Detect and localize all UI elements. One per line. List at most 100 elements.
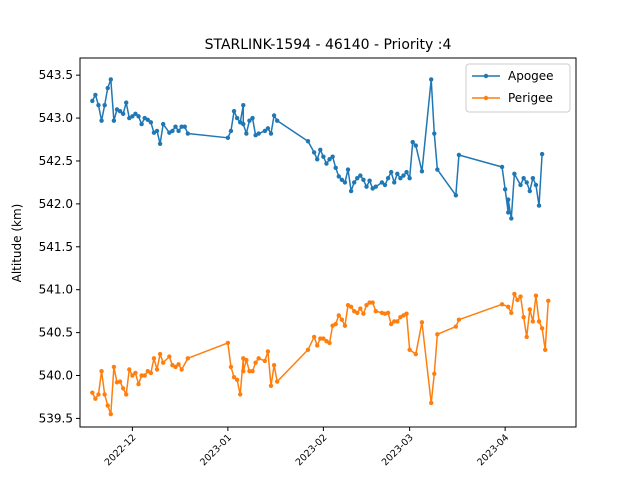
perigee-point (358, 306, 363, 311)
perigee-point (136, 381, 141, 387)
perigee-point (453, 324, 459, 329)
perigee-point (524, 334, 529, 340)
perigee-point (336, 313, 341, 318)
apogee-point (176, 128, 181, 134)
apogee-point (265, 126, 271, 131)
perigee-point (395, 319, 400, 324)
apogee-point (305, 139, 311, 144)
perigee-point (311, 334, 317, 340)
apogee-point (321, 154, 326, 159)
perigee-point (241, 369, 246, 374)
perigee-point (404, 311, 409, 316)
perigee-point (157, 351, 163, 357)
apogee-point (111, 118, 117, 123)
y-tick-label: 541.5 (39, 240, 73, 254)
perigee-point (521, 314, 526, 320)
perigee-point (530, 319, 536, 324)
apogee-point (250, 115, 255, 121)
perigee-point (342, 323, 348, 328)
apogee-point (130, 114, 135, 119)
apogee-point (336, 174, 341, 179)
perigee-point (327, 340, 332, 346)
perigee-point (133, 370, 138, 376)
perigee-point (234, 377, 240, 382)
apogee-point (145, 117, 150, 122)
y-axis-label: Altitude (km) (10, 204, 24, 283)
perigee-point (435, 332, 440, 337)
apogee-point (367, 178, 372, 183)
apogee-point (502, 187, 508, 192)
perigee-point (506, 304, 511, 310)
perigee-point (512, 291, 517, 297)
apogee-point (373, 184, 378, 189)
apogee-point (133, 111, 138, 116)
apogee-point (330, 154, 335, 159)
perigee-point (527, 307, 532, 312)
perigee-point (127, 367, 132, 372)
perigee-point (160, 360, 166, 365)
apogee-point (506, 210, 511, 215)
y-tick-label: 542.0 (39, 197, 73, 211)
perigee-point (536, 319, 542, 324)
perigee-point (546, 298, 551, 304)
apogee-point (120, 111, 126, 116)
perigee-point (262, 358, 268, 364)
perigee-point (247, 369, 252, 374)
apogee-point (364, 184, 369, 189)
apogee-point (453, 193, 459, 198)
y-tick-label: 540.0 (39, 369, 73, 383)
perigee-point (355, 310, 360, 316)
apogee-point (351, 180, 357, 185)
perigee-point (154, 367, 160, 372)
apogee-point (506, 197, 511, 202)
axes-frame (79, 57, 577, 428)
apogee-point (271, 113, 277, 118)
apogee-point (395, 171, 400, 177)
perigee-point (179, 367, 184, 372)
perigee-point (253, 360, 258, 365)
perigee-point (305, 347, 311, 352)
apogee-point (99, 118, 104, 123)
perigee-point (419, 320, 425, 325)
apogee-point (182, 124, 187, 129)
apogee-point (401, 173, 406, 178)
perigee-point (124, 392, 129, 397)
apogee-point (342, 180, 348, 185)
apogee-point (348, 188, 354, 194)
perigee-point (268, 383, 274, 389)
perigee-point (139, 373, 144, 378)
perigee-point (99, 369, 104, 374)
y-tick-label: 539.5 (39, 411, 73, 425)
perigee-point (515, 297, 520, 303)
perigee-point (250, 369, 255, 374)
apogee-point (385, 175, 391, 181)
apogee-point (154, 128, 160, 134)
perigee-point (361, 311, 366, 316)
apogee-point (327, 157, 332, 162)
x-tick-label: 2023-03 (380, 432, 416, 468)
perigee-point (533, 293, 539, 298)
perigee-point (509, 310, 514, 316)
y-axis: 539.5 540.0 540.5 541.0 541.5 542.0 542.5 543.0… (39, 68, 80, 425)
apogee-point (361, 177, 366, 183)
apogee-point (136, 114, 141, 119)
apogee-point (241, 121, 246, 127)
perigee-point (373, 308, 378, 314)
apogee-point (536, 203, 542, 208)
perigee-point (274, 379, 280, 384)
apogee-point (339, 177, 345, 183)
apogee-point (404, 169, 409, 175)
apogee-point (499, 164, 505, 170)
perigee-point (105, 403, 110, 408)
perigee-point (231, 375, 237, 380)
apogee-point (524, 180, 529, 185)
apogee-point (179, 124, 184, 129)
apogee-point (358, 173, 363, 178)
perigee-point (111, 364, 117, 370)
apogee-point (93, 92, 98, 98)
y-tick-label: 543.0 (39, 111, 73, 125)
perigee-point (120, 386, 126, 391)
perigee-point (407, 347, 412, 352)
apogee-point (410, 139, 415, 145)
